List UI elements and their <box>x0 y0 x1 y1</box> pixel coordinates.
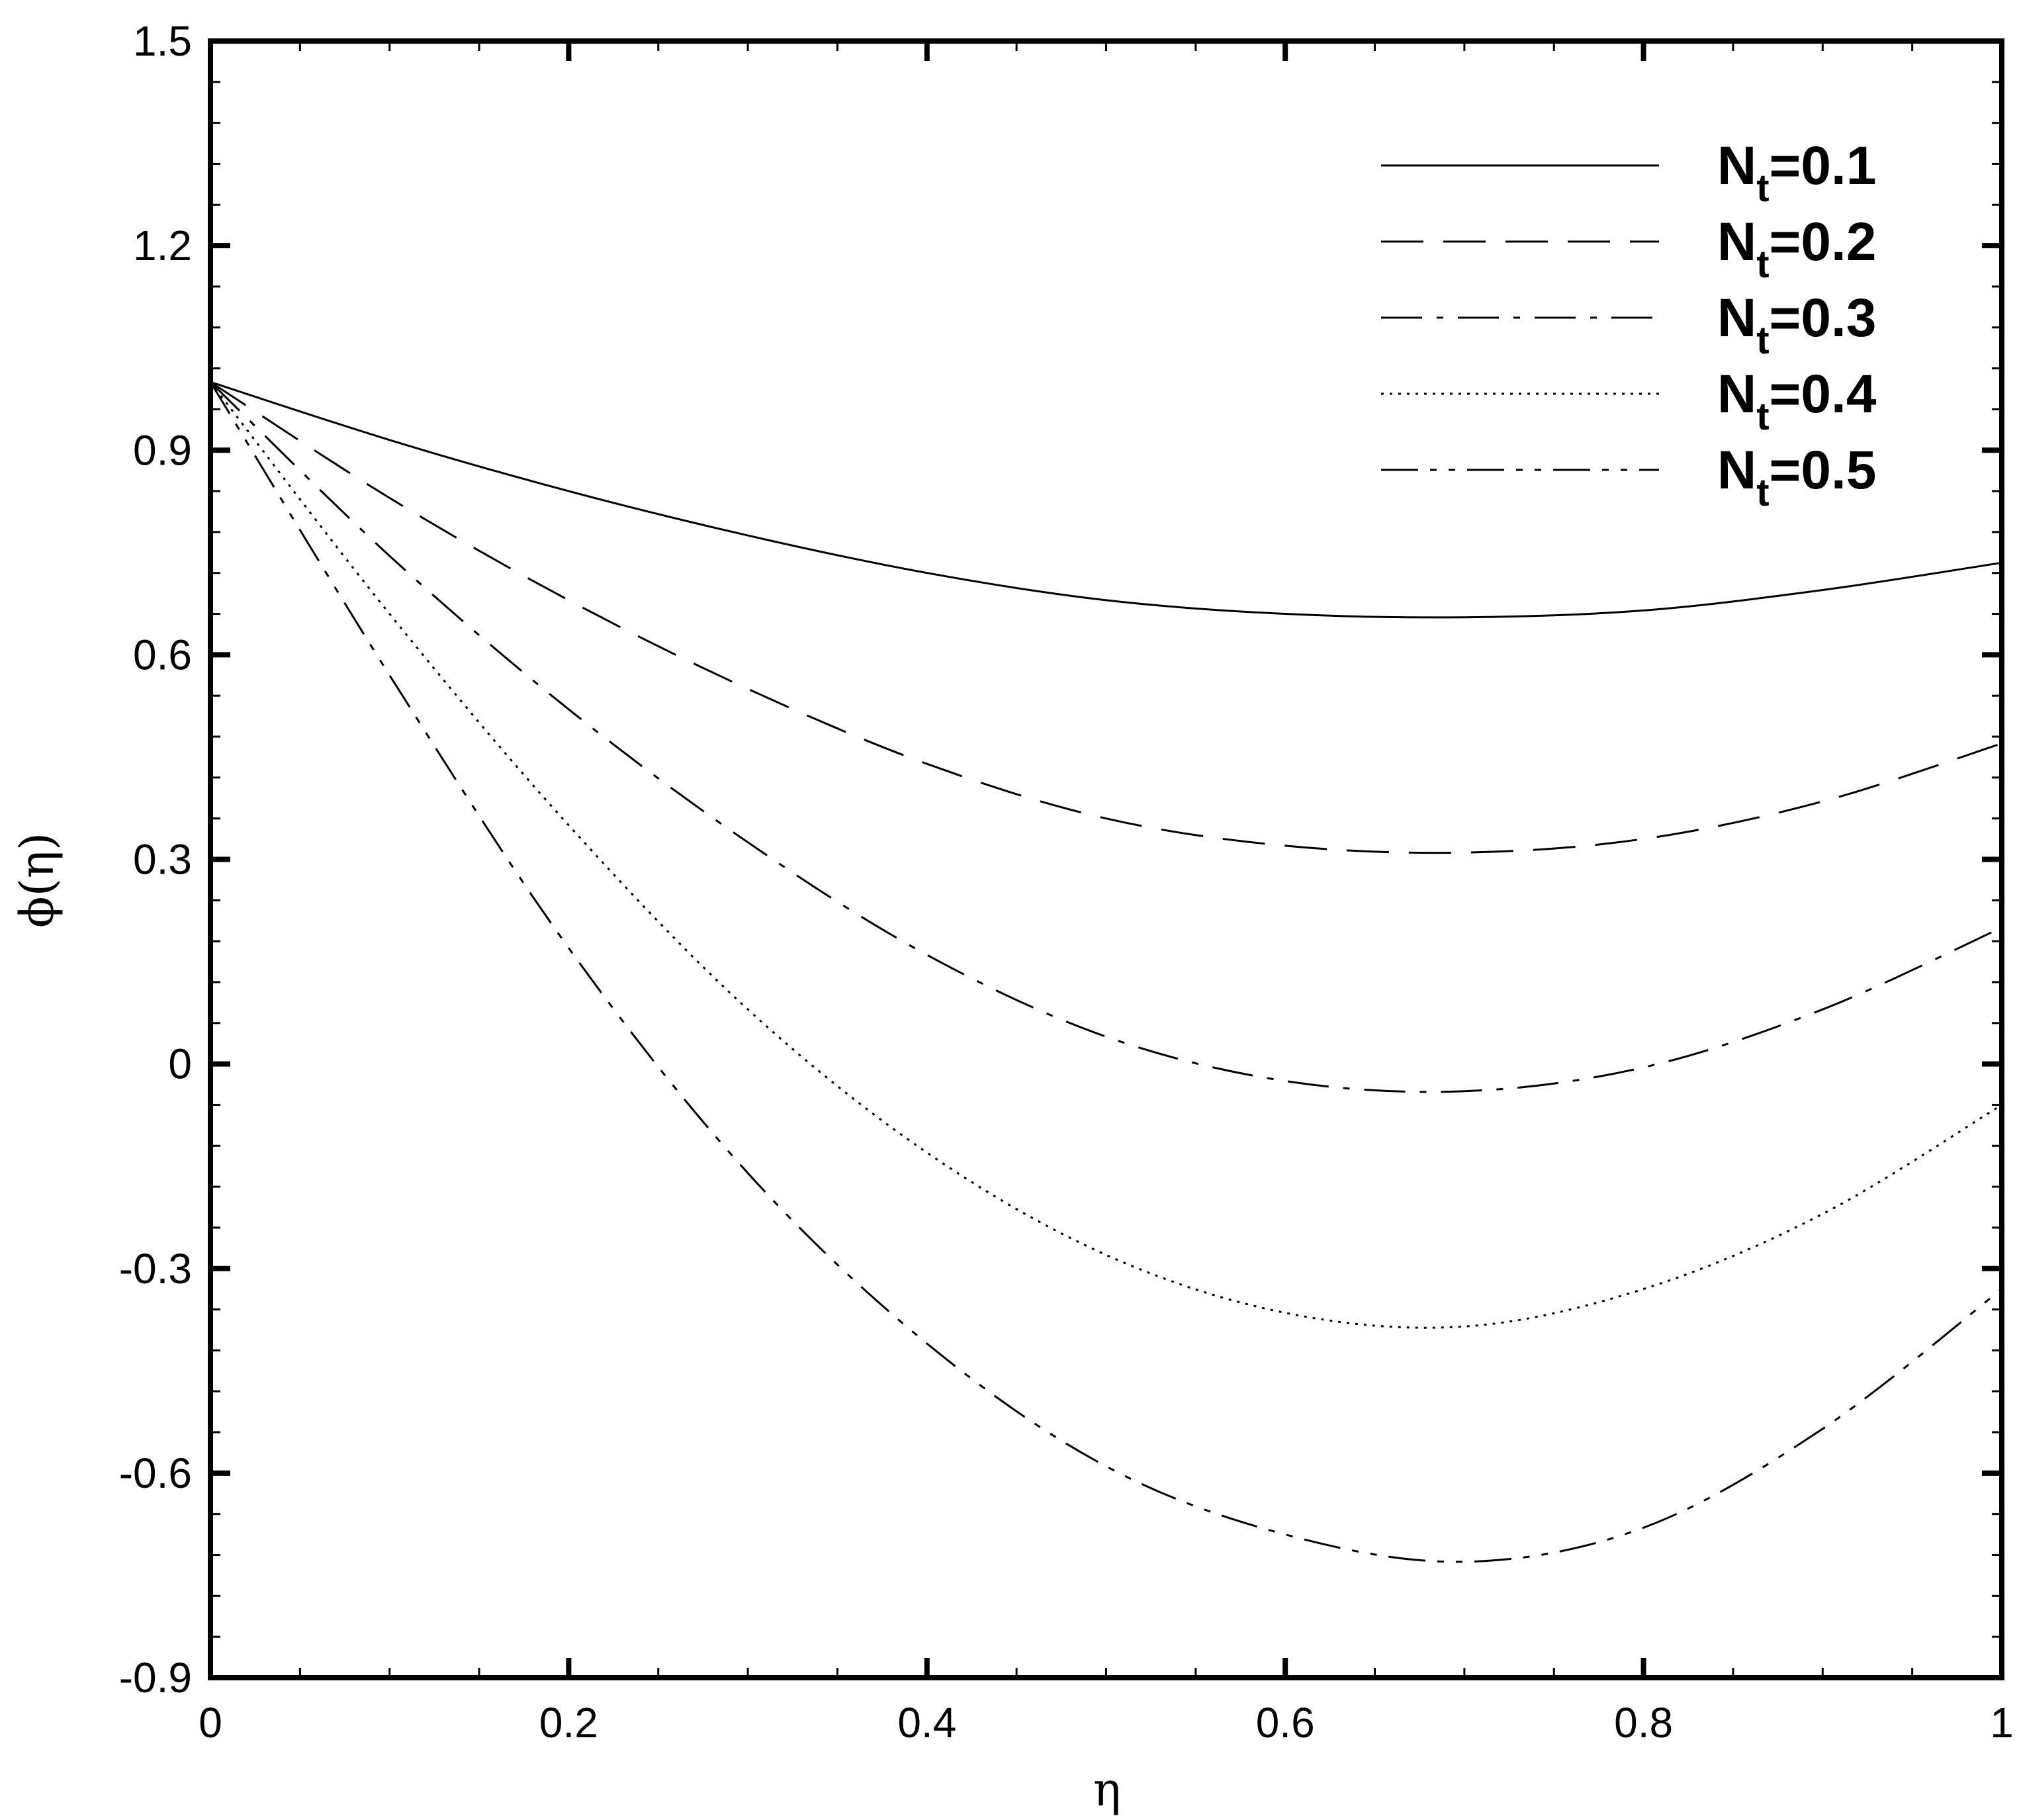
legend-label-5: Nt=0.5 <box>1717 440 1876 514</box>
y-tick-label: -0.9 <box>119 1654 192 1702</box>
x-axis-title: η <box>1093 1762 1121 1817</box>
legend-label-subscript: t <box>1756 243 1769 286</box>
legend-label-main: N <box>1717 364 1756 424</box>
y-tick-label: -0.6 <box>119 1449 192 1497</box>
legend-label-subscript: t <box>1756 167 1769 210</box>
legend-label-main: N <box>1717 136 1756 196</box>
y-tick-labels: -0.9 -0.6 -0.3 0 0.3 0.6 0.9 1.2 1.5 <box>119 17 192 1702</box>
legend: Nt=0.1Nt=0.2Nt=0.3Nt=0.4Nt=0.5 <box>1381 136 1877 514</box>
legend-label-value: =0.2 <box>1770 212 1877 272</box>
y-tick-label: 0.3 <box>133 836 192 884</box>
series-line-1 <box>210 381 2002 619</box>
y-tick-label: 1.2 <box>133 222 192 269</box>
plot-frame <box>208 38 2004 1680</box>
legend-label-2: Nt=0.2 <box>1717 212 1876 286</box>
series-line-2 <box>210 381 2002 854</box>
legend-label-4: Nt=0.4 <box>1717 364 1877 438</box>
legend-label-3: Nt=0.3 <box>1717 288 1876 362</box>
x-tick-label: 0.2 <box>539 1699 598 1747</box>
legend-label-value: =0.4 <box>1770 364 1877 424</box>
series-layer <box>209 381 2002 1563</box>
legend-label-subscript: t <box>1756 395 1769 438</box>
x-tick-label: 0.4 <box>897 1699 956 1747</box>
legend-label-1: Nt=0.1 <box>1717 136 1876 210</box>
y-tick-label: 0 <box>168 1040 192 1088</box>
legend-label-main: N <box>1717 212 1756 272</box>
legend-label-value: =0.3 <box>1770 288 1877 348</box>
y-axis-title: ϕ(η) <box>10 833 64 928</box>
legend-label-main: N <box>1717 440 1756 500</box>
legend-label-subscript: t <box>1756 319 1769 362</box>
series-line-3 <box>209 381 2002 1093</box>
x-tick-label: 0 <box>199 1699 222 1747</box>
legend-label-subscript: t <box>1756 471 1769 514</box>
legend-label-value: =0.5 <box>1770 440 1877 500</box>
x-tick-label: 0.6 <box>1256 1699 1315 1747</box>
y-tick-label: 0.9 <box>133 426 192 474</box>
legend-label-value: =0.1 <box>1770 136 1877 196</box>
y-tick-label: 0.6 <box>133 631 192 678</box>
series-line-5 <box>209 381 2002 1563</box>
legend-label-main: N <box>1717 288 1756 348</box>
y-tick-label: 1.5 <box>133 17 192 65</box>
x-tick-label: 0.8 <box>1614 1699 1673 1747</box>
x-tick-labels: 0 0.2 0.4 0.6 0.8 1 <box>199 1699 2014 1747</box>
x-tick-label: 1 <box>1990 1699 2014 1747</box>
y-tick-label: -0.3 <box>119 1245 192 1293</box>
